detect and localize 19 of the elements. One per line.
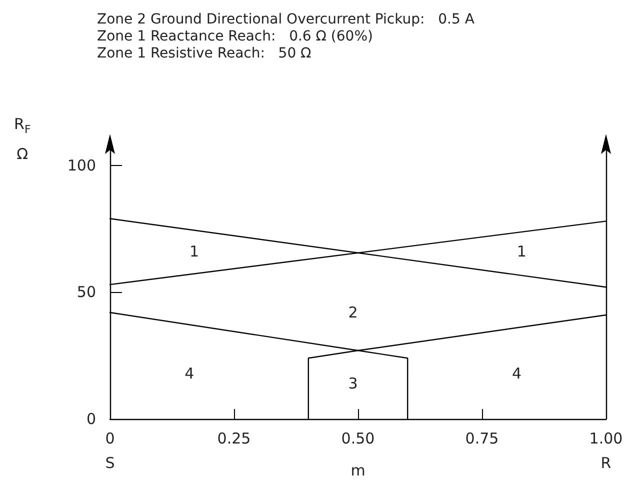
text: S bbox=[105, 454, 115, 472]
annotation: 3 bbox=[348, 374, 358, 392]
chart-title: Zone 2 Ground Directional Overcurrent Pickup: 0.5 A Zone 1 Reactance Reach: 0.6 Ω (60%) Zone 1 Resistive Reach: 50 Ω bbox=[97, 12, 475, 62]
annotation: 4 bbox=[512, 364, 522, 382]
x-tick-label: 0 bbox=[105, 430, 115, 448]
x-tick-label: 0.50 bbox=[341, 430, 375, 448]
annotation: 2 bbox=[348, 303, 358, 322]
y-tick-label: 100 bbox=[67, 156, 96, 174]
annotation: 4 bbox=[184, 364, 194, 382]
text: R bbox=[600, 454, 612, 472]
x-tick-label: 0.25 bbox=[217, 430, 251, 448]
annotation: 1 bbox=[516, 242, 526, 261]
annotation: 1 bbox=[190, 242, 200, 261]
x-tick-label: 0.75 bbox=[465, 430, 499, 448]
y-axis-title: R$_{F}$ Ω bbox=[14, 114, 31, 165]
y-tick-label: 0 bbox=[86, 410, 96, 428]
x-axis-title: m bbox=[350, 462, 366, 480]
x-tick-label: 1.00 bbox=[589, 430, 623, 448]
y-tick-label: 50 bbox=[76, 283, 96, 302]
